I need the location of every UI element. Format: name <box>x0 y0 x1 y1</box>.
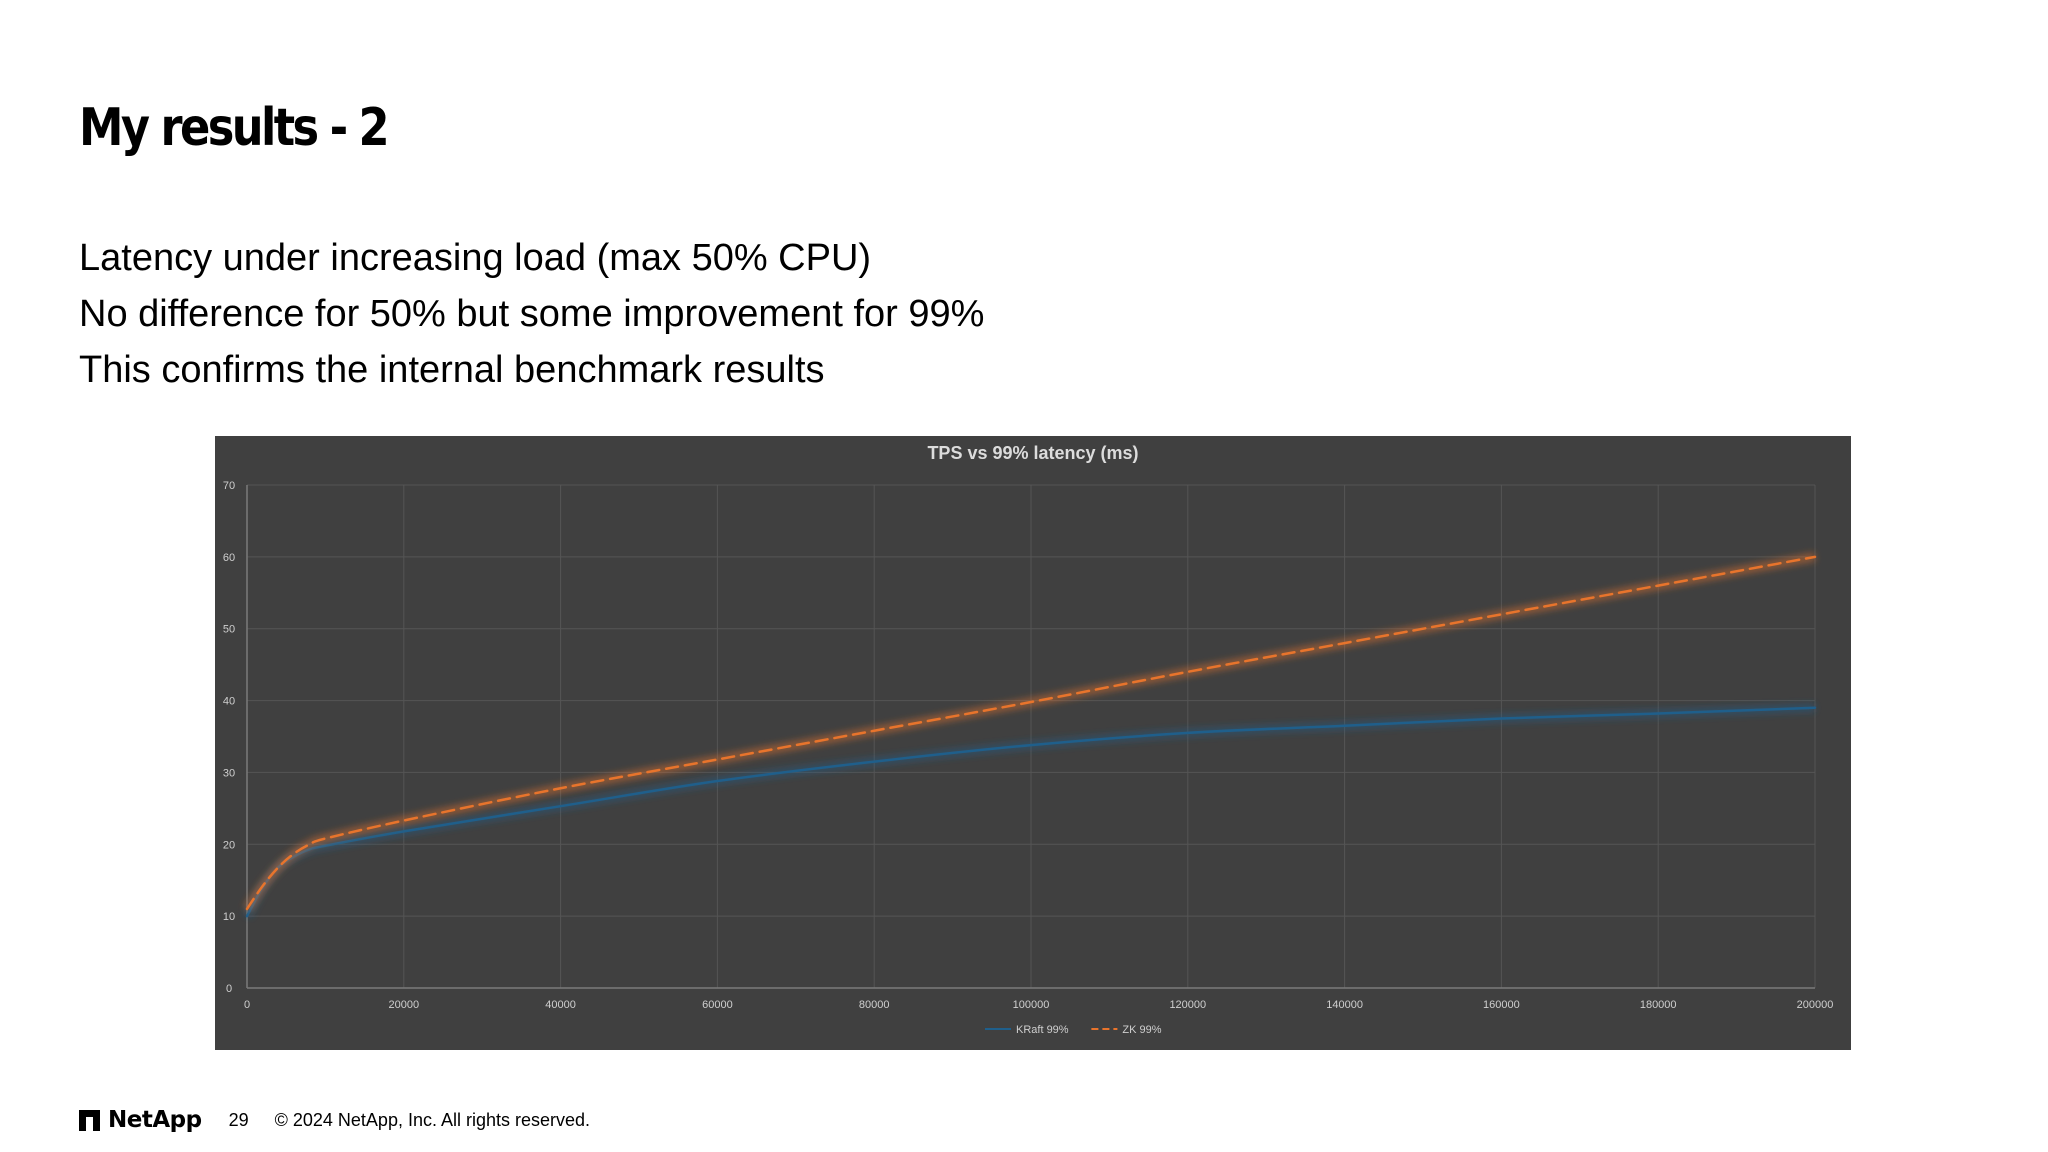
x-tick-label: 40000 <box>545 999 576 1011</box>
x-tick-label: 60000 <box>702 999 733 1011</box>
x-tick-label: 80000 <box>859 999 890 1011</box>
chart-panel: 0 10 20 30 40 50 60 70 0 20000 40000 60000 80000 1000… <box>215 436 1851 1050</box>
brand-name: NetApp <box>108 1107 202 1133</box>
x-tick-label: 140000 <box>1326 999 1363 1011</box>
latency-chart: 0 10 20 30 40 50 60 70 0 20000 40000 60000 80000 1000… <box>223 443 1833 1036</box>
legend-label-kraft-99: KRaft 99% <box>1016 1024 1069 1036</box>
y-tick-label: 40 <box>223 696 235 708</box>
netapp-logo-icon <box>79 1109 100 1131</box>
y-tick-label: 30 <box>223 767 235 779</box>
x-tick-label: 180000 <box>1640 999 1677 1011</box>
legend: KRaft 99% ZK 99% <box>985 1024 1162 1036</box>
netapp-logo: NetApp <box>79 1107 202 1133</box>
chart-title: TPS vs 99% latency (ms) <box>927 443 1138 463</box>
x-tick-label: 120000 <box>1169 999 1206 1011</box>
y-tick-label: 0 <box>226 983 232 995</box>
page-number: 29 <box>228 1109 249 1130</box>
y-tick-label: 50 <box>223 624 235 636</box>
series-zk-99-line <box>245 555 1817 911</box>
bullet-item: No difference for 50% but some improveme… <box>79 293 985 335</box>
x-tick-label: 200000 <box>1797 999 1834 1011</box>
footer: NetApp 29 © 2024 NetApp, Inc. All rights… <box>79 1105 590 1135</box>
series <box>243 552 1817 919</box>
y-tick-label: 70 <box>223 480 235 492</box>
copyright: © 2024 NetApp, Inc. All rights reserved. <box>274 1109 591 1130</box>
y-tick-label: 20 <box>223 839 235 851</box>
y-tick-label: 10 <box>223 911 235 923</box>
bullet-item: This confirms the internal benchmark res… <box>79 349 825 391</box>
x-tick-label: 160000 <box>1483 999 1520 1011</box>
slide-title: My results - 2 <box>79 98 390 158</box>
grid <box>246 484 1816 989</box>
bullet-list: Latency under increasing load (max 50% C… <box>79 230 984 398</box>
x-tick-label: 20000 <box>389 999 420 1011</box>
axes: 0 10 20 30 40 50 60 70 0 20000 40000 60000 80000 1000… <box>223 480 1833 1011</box>
legend-label-zk-99: ZK 99% <box>1122 1024 1161 1036</box>
bullet-item: Latency under increasing load (max 50% C… <box>79 237 872 279</box>
y-tick-label: 60 <box>223 552 235 564</box>
x-tick-label: 100000 <box>1013 999 1050 1011</box>
x-tick-label: 0 <box>244 999 250 1011</box>
